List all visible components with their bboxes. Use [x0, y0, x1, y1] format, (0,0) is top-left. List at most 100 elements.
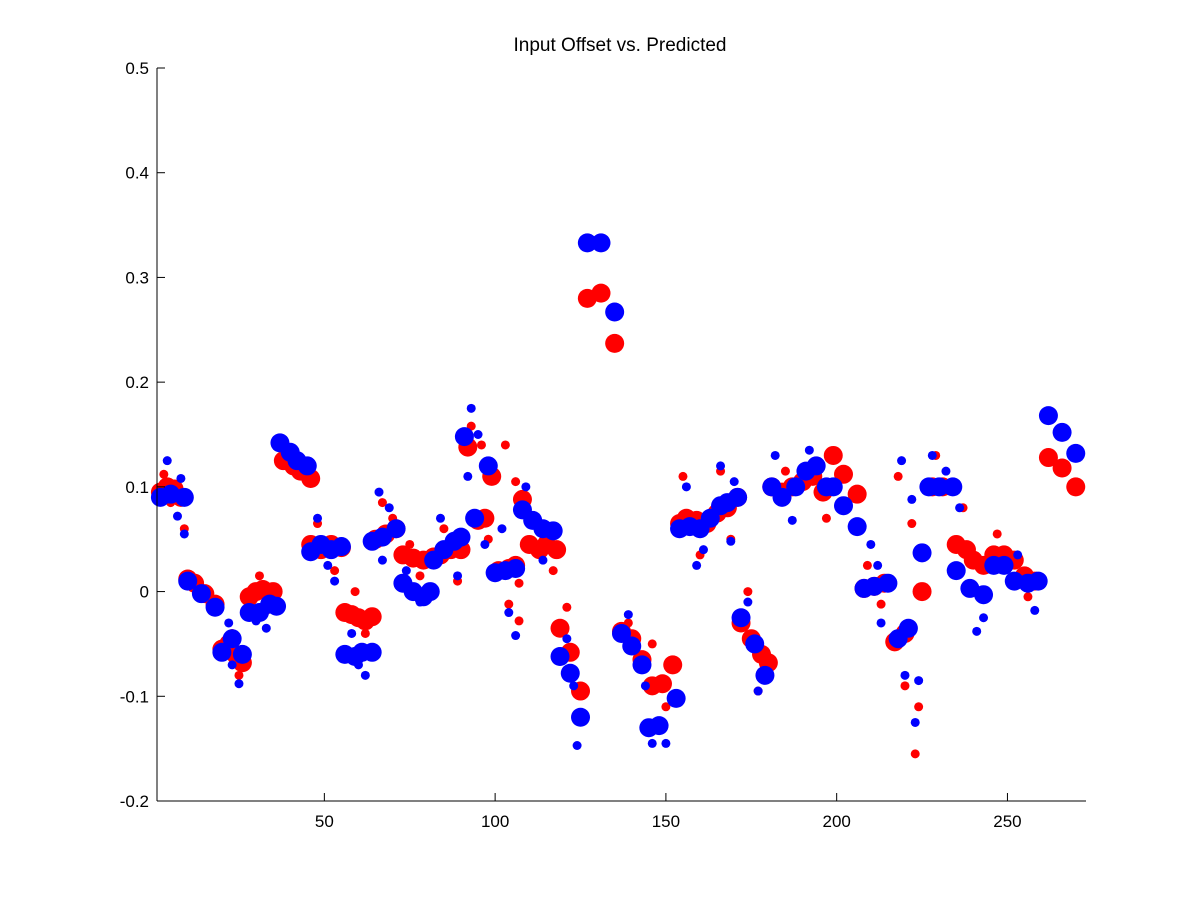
series-1-point-130 — [876, 618, 886, 628]
series-1-point-42 — [386, 519, 406, 539]
series-1-point-30 — [313, 513, 323, 523]
series-1-point-67 — [506, 559, 526, 579]
series-1-point-75 — [521, 482, 531, 492]
series-1-point-139 — [912, 543, 932, 563]
series-1-point-146 — [955, 503, 965, 513]
series-1-point-93 — [647, 738, 657, 748]
series-1-point-143 — [946, 561, 966, 581]
series-1-point-38 — [354, 660, 364, 670]
series-1-point-83 — [577, 233, 597, 253]
series-1-point-121 — [834, 496, 854, 516]
series-0-point-151 — [1038, 448, 1058, 468]
series-0-point-89 — [652, 674, 672, 694]
series-1-point-100 — [681, 482, 691, 492]
series-0-point-121 — [780, 466, 790, 476]
data-marks — [150, 233, 1086, 759]
series-1-point-148 — [974, 585, 994, 605]
series-0-point-38 — [350, 587, 360, 597]
series-1-point-158 — [1038, 406, 1058, 426]
series-0-point-16 — [234, 670, 244, 680]
series-1-point-79 — [571, 707, 591, 727]
series-0-point-130 — [893, 471, 903, 481]
series-1-point-49 — [420, 582, 440, 602]
series-1-point-107 — [726, 536, 736, 546]
series-0-point-110 — [743, 587, 753, 597]
series-1-point-19 — [267, 596, 287, 616]
series-1-point-74 — [543, 521, 563, 541]
series-0-point-37 — [362, 607, 382, 627]
series-1-point-138 — [900, 670, 910, 680]
series-1-point-124 — [787, 515, 797, 525]
series-1-point-125 — [804, 445, 814, 455]
series-0-point-80 — [562, 602, 572, 612]
series-1-point-106 — [716, 461, 726, 471]
series-1-point-57 — [466, 403, 476, 413]
series-1-point-56 — [454, 427, 474, 447]
series-1-point-11 — [222, 629, 242, 649]
y-tick-label-6: 0.4 — [125, 164, 149, 183]
series-1-point-45 — [377, 555, 387, 565]
series-1-point-136 — [910, 717, 920, 727]
series-1-point-63 — [480, 539, 490, 549]
series-0-point-49 — [405, 539, 415, 549]
y-tick-label-7: 0.5 — [125, 59, 149, 78]
series-1-point-141 — [929, 477, 949, 497]
series-1-point-116 — [786, 477, 806, 497]
series-0-point-126 — [862, 560, 872, 570]
series-0-point-39 — [360, 628, 370, 638]
series-1-point-123 — [770, 450, 780, 460]
series-1-point-115 — [772, 487, 792, 507]
series-1-point-25 — [297, 456, 317, 476]
series-1-point-4 — [172, 511, 182, 521]
series-1-point-128 — [878, 573, 898, 593]
series-1-point-6 — [176, 473, 186, 483]
series-0-point-50 — [415, 571, 425, 581]
y-tick-label-2: 0 — [140, 583, 149, 602]
series-1-point-51 — [415, 597, 425, 607]
series-1-point-81 — [572, 741, 582, 751]
series-1-point-112 — [743, 597, 753, 607]
series-0-point-149 — [992, 529, 1002, 539]
series-1-point-111 — [755, 665, 775, 685]
y-tick-label-0: -0.2 — [120, 792, 149, 811]
series-1-point-21 — [261, 623, 271, 633]
series-0-point-69 — [514, 616, 524, 626]
series-1-point-99 — [700, 508, 720, 528]
series-1-point-135 — [907, 494, 917, 504]
series-0-point-153 — [1066, 477, 1086, 497]
y-tick-label-3: 0.1 — [125, 478, 149, 497]
series-1-point-134 — [897, 456, 907, 466]
series-1-point-69 — [504, 608, 514, 618]
series-1-point-44 — [384, 503, 394, 513]
series-1-point-105 — [728, 487, 748, 507]
x-tick-label-0: 50 — [315, 812, 334, 831]
series-1-point-39 — [360, 670, 370, 680]
series-0-point-92 — [647, 639, 657, 649]
series-1-point-86 — [612, 623, 631, 643]
series-0-point-76 — [548, 566, 558, 576]
series-1-point-41 — [372, 527, 392, 547]
series-1-point-95 — [640, 681, 650, 691]
series-1-point-13 — [224, 618, 234, 628]
series-1-point-8 — [191, 584, 211, 604]
series-0-point-120 — [847, 484, 867, 504]
series-0-point-66 — [500, 440, 510, 450]
series-1-point-133 — [898, 618, 918, 638]
series-0-point-150 — [1023, 592, 1033, 602]
series-1-point-32 — [330, 576, 340, 586]
series-0-point-135 — [912, 582, 932, 602]
series-1-point-91 — [666, 688, 686, 708]
series-1-point-31 — [323, 560, 333, 570]
series-1-point-2 — [174, 487, 194, 507]
series-1-point-14 — [234, 679, 244, 689]
series-1-point-7 — [178, 571, 198, 591]
series-1-point-159 — [1052, 422, 1072, 442]
series-0-point-32 — [330, 566, 340, 576]
series-0-point-131 — [907, 519, 917, 529]
x-tick-label-3: 200 — [822, 812, 850, 831]
series-0-point-77 — [550, 618, 570, 638]
series-0-point-90 — [663, 655, 683, 675]
series-1-point-5 — [179, 529, 189, 539]
series-1-point-77 — [550, 646, 570, 666]
series-0-point-74 — [547, 540, 567, 560]
